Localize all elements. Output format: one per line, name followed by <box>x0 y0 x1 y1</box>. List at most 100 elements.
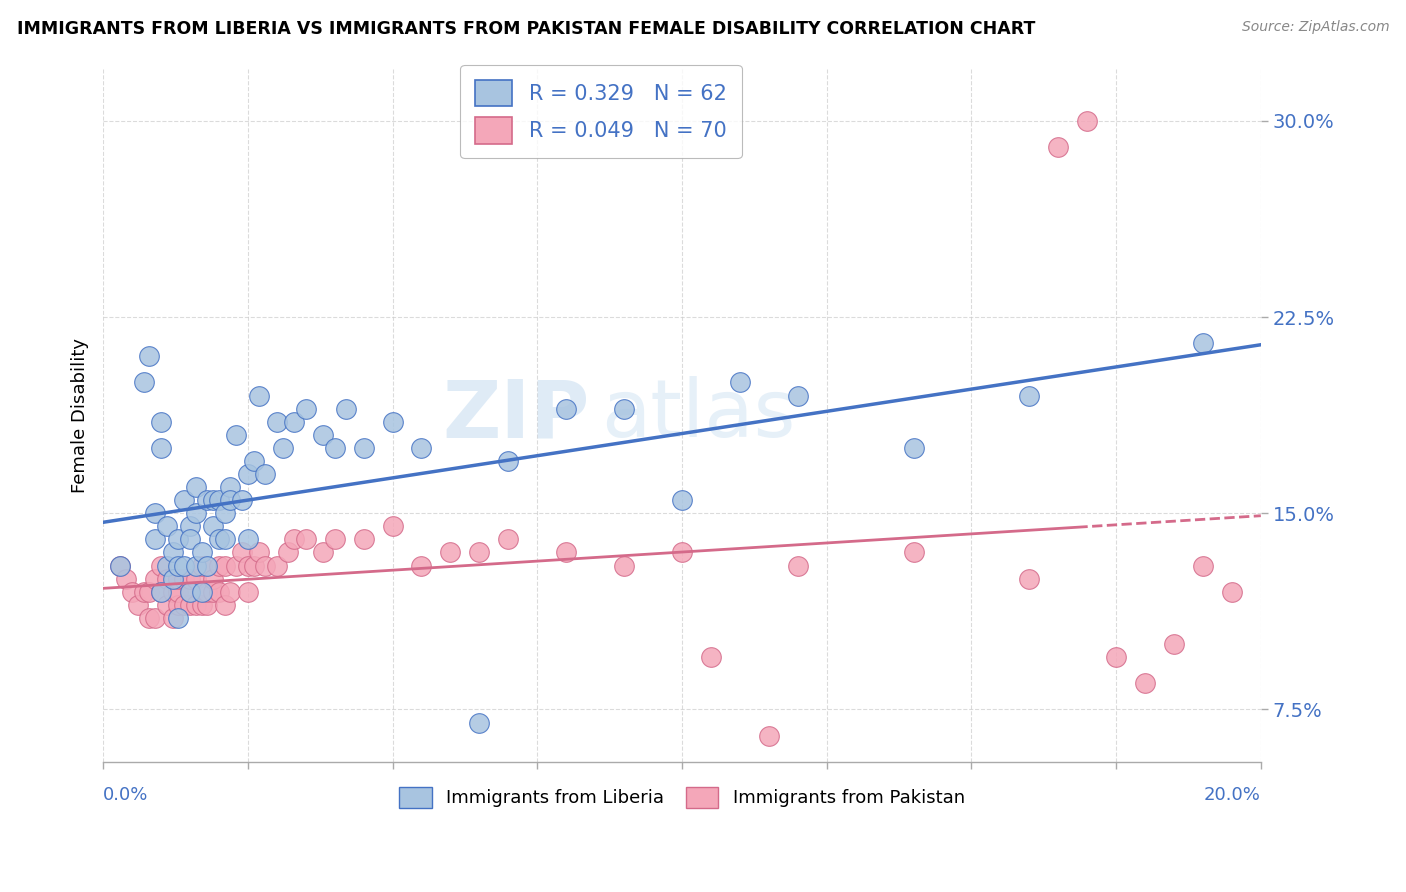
Point <box>283 415 305 429</box>
Point <box>555 545 578 559</box>
Point <box>167 611 190 625</box>
Point <box>439 545 461 559</box>
Point <box>150 441 173 455</box>
Point <box>132 584 155 599</box>
Point <box>162 584 184 599</box>
Point <box>202 493 225 508</box>
Point <box>214 558 236 573</box>
Point <box>184 558 207 573</box>
Point <box>173 598 195 612</box>
Point <box>242 454 264 468</box>
Point <box>138 611 160 625</box>
Point <box>277 545 299 559</box>
Point <box>132 376 155 390</box>
Point <box>700 650 723 665</box>
Point <box>195 584 218 599</box>
Point <box>110 558 132 573</box>
Point <box>190 584 212 599</box>
Point <box>202 519 225 533</box>
Point <box>555 401 578 416</box>
Point <box>1047 140 1070 154</box>
Point <box>381 415 404 429</box>
Point <box>219 480 242 494</box>
Point <box>127 598 149 612</box>
Point <box>249 388 271 402</box>
Point <box>231 493 253 508</box>
Point <box>613 558 636 573</box>
Point <box>150 415 173 429</box>
Point <box>353 533 375 547</box>
Point <box>179 584 201 599</box>
Point <box>115 572 138 586</box>
Point <box>184 480 207 494</box>
Text: atlas: atlas <box>600 376 796 454</box>
Point <box>225 427 247 442</box>
Text: Source: ZipAtlas.com: Source: ZipAtlas.com <box>1241 20 1389 34</box>
Point <box>110 558 132 573</box>
Point <box>190 545 212 559</box>
Legend: Immigrants from Liberia, Immigrants from Pakistan: Immigrants from Liberia, Immigrants from… <box>392 780 972 815</box>
Point <box>249 545 271 559</box>
Point <box>671 493 693 508</box>
Point <box>143 572 166 586</box>
Point <box>266 558 288 573</box>
Point <box>381 519 404 533</box>
Point <box>195 558 218 573</box>
Point <box>214 533 236 547</box>
Point <box>786 558 808 573</box>
Point <box>671 545 693 559</box>
Point <box>179 598 201 612</box>
Text: IMMIGRANTS FROM LIBERIA VS IMMIGRANTS FROM PAKISTAN FEMALE DISABILITY CORRELATIO: IMMIGRANTS FROM LIBERIA VS IMMIGRANTS FR… <box>17 20 1035 37</box>
Point <box>335 401 357 416</box>
Point <box>202 572 225 586</box>
Point <box>236 467 259 481</box>
Point <box>254 558 277 573</box>
Point <box>903 441 925 455</box>
Point <box>150 584 173 599</box>
Point <box>167 598 190 612</box>
Point <box>195 598 218 612</box>
Point <box>167 558 190 573</box>
Text: ZIP: ZIP <box>441 376 589 454</box>
Point <box>266 415 288 429</box>
Point <box>1133 676 1156 690</box>
Point <box>411 558 433 573</box>
Point <box>156 572 179 586</box>
Y-axis label: Female Disability: Female Disability <box>72 338 89 492</box>
Point <box>312 545 335 559</box>
Point <box>179 519 201 533</box>
Point <box>242 558 264 573</box>
Point <box>179 533 201 547</box>
Point <box>236 533 259 547</box>
Point <box>1192 336 1215 351</box>
Point <box>411 441 433 455</box>
Point <box>294 533 316 547</box>
Point <box>468 545 491 559</box>
Point <box>167 584 190 599</box>
Point <box>195 493 218 508</box>
Text: 0.0%: 0.0% <box>103 786 149 804</box>
Point <box>150 584 173 599</box>
Point <box>208 533 231 547</box>
Point <box>208 584 231 599</box>
Point <box>156 558 179 573</box>
Point <box>468 715 491 730</box>
Point <box>1105 650 1128 665</box>
Point <box>219 493 242 508</box>
Point <box>156 598 179 612</box>
Point <box>236 584 259 599</box>
Point <box>173 572 195 586</box>
Point <box>156 519 179 533</box>
Point <box>214 506 236 520</box>
Point <box>208 493 231 508</box>
Point <box>498 454 520 468</box>
Point <box>143 533 166 547</box>
Point <box>728 376 751 390</box>
Point <box>323 441 346 455</box>
Point <box>162 572 184 586</box>
Point <box>143 611 166 625</box>
Point <box>190 558 212 573</box>
Point <box>323 533 346 547</box>
Point <box>173 558 195 573</box>
Point <box>231 545 253 559</box>
